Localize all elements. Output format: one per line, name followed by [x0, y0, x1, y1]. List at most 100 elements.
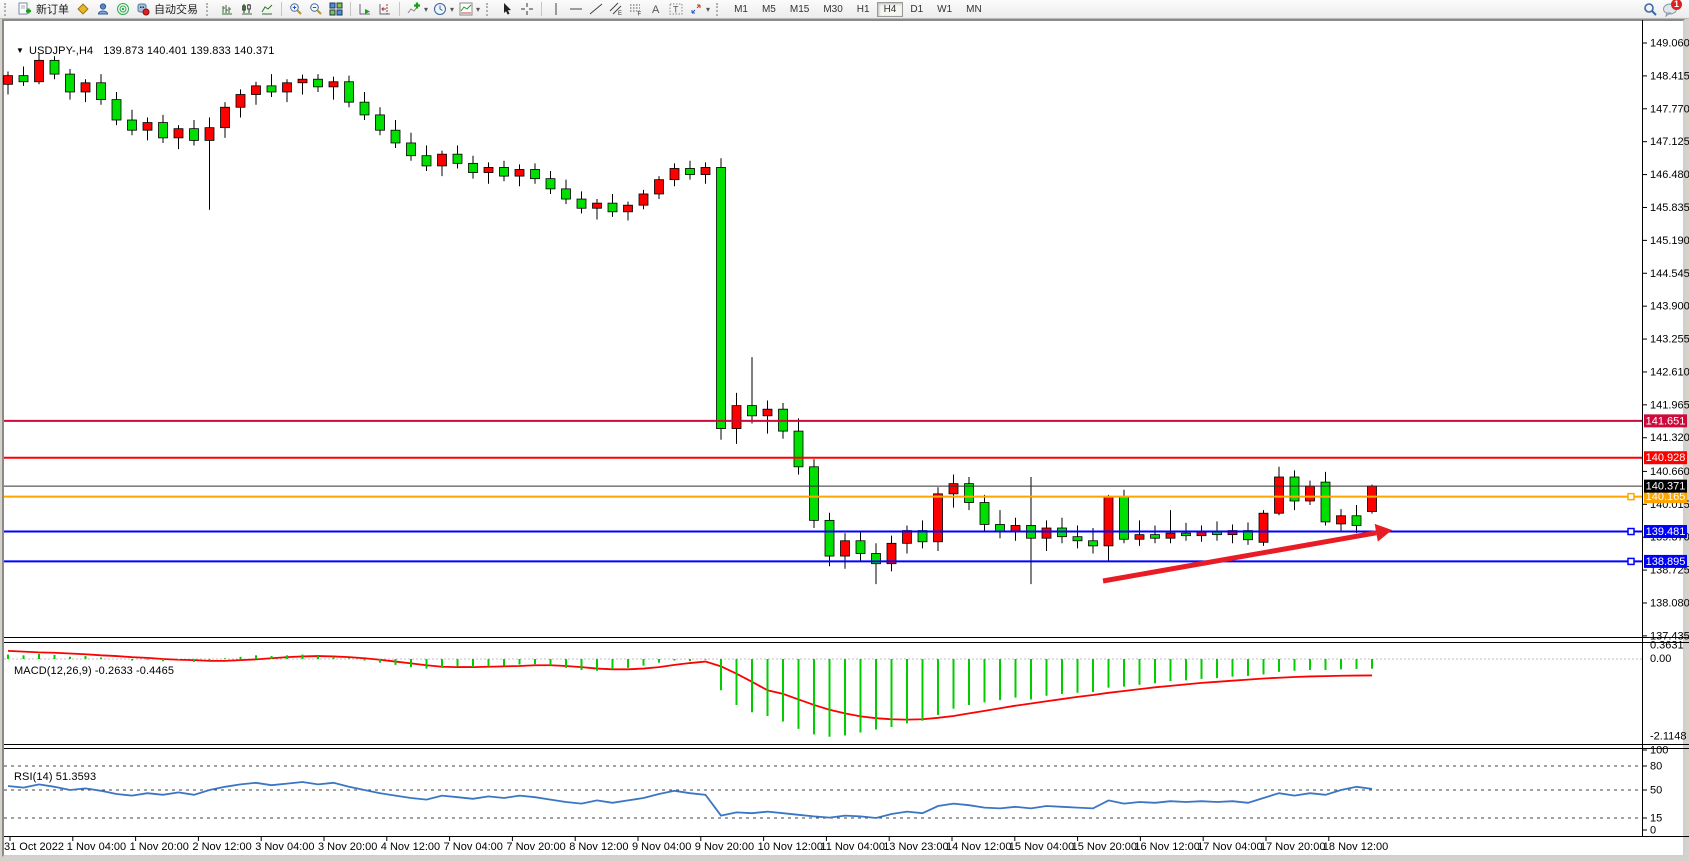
- notifications-icon[interactable]: 1: [1661, 0, 1682, 17]
- svg-text:7 Nov 20:00: 7 Nov 20:00: [506, 841, 565, 853]
- timeframe-button-M30[interactable]: M30: [823, 4, 843, 15]
- macd-histogram: [7, 653, 1373, 737]
- trendline-icon[interactable]: [587, 1, 605, 17]
- macd-pane: [4, 650, 1642, 721]
- svg-text:146.480: 146.480: [1650, 169, 1689, 181]
- arrows-dropdown-caret[interactable]: ▾: [706, 4, 711, 14]
- text-icon[interactable]: A: [647, 1, 665, 17]
- chart-shift-icon[interactable]: [376, 1, 394, 17]
- arrows-tool-icon[interactable]: [687, 1, 705, 17]
- toolbar-separator: [541, 2, 543, 16]
- timeframe-button-D1[interactable]: D1: [910, 4, 924, 15]
- svg-text:1 Nov 20:00: 1 Nov 20:00: [130, 841, 189, 853]
- periods-clock-icon[interactable]: [431, 1, 449, 17]
- candles: [3, 53, 1377, 585]
- hline-anchor[interactable]: [1627, 527, 1635, 536]
- time-axis: 31 Oct 2022 1 Nov 04:00 1 Nov 20:00 2 Nov 1…: [4, 836, 1388, 853]
- templates-dropdown-caret[interactable]: ▾: [476, 4, 481, 14]
- svg-text:31 Oct 2022: 31 Oct 2022: [4, 841, 64, 853]
- svg-text:17 Nov 04:00: 17 Nov 04:00: [1197, 841, 1262, 853]
- profile-icon[interactable]: [94, 1, 112, 17]
- bar-chart-type-icon[interactable]: [218, 1, 236, 17]
- new-order-icon[interactable]: [16, 1, 34, 17]
- price-badge-138.895: 138.895: [1646, 556, 1686, 568]
- indicators-icon[interactable]: [405, 1, 423, 17]
- crosshair-icon[interactable]: [518, 1, 536, 17]
- search-icon[interactable]: [1641, 1, 1659, 17]
- vertical-line-icon[interactable]: [547, 1, 565, 17]
- metaquotes-icon[interactable]: [74, 1, 92, 17]
- rsi-indicator-label: RSI(14) 51.3593: [14, 771, 97, 783]
- svg-text:147.125: 147.125: [1650, 136, 1689, 148]
- hline-anchor[interactable]: [1627, 492, 1635, 501]
- zoom-out-icon[interactable]: [307, 1, 325, 17]
- timeframe-button-M5[interactable]: M5: [761, 4, 776, 15]
- line-chart-type-icon[interactable]: [258, 1, 276, 17]
- svg-text:10 Nov 12:00: 10 Nov 12:00: [758, 841, 823, 853]
- svg-text:0.3631: 0.3631: [1650, 640, 1684, 652]
- svg-text:15: 15: [1650, 813, 1662, 825]
- signal-icon[interactable]: [114, 1, 132, 17]
- timeframe-button-H1[interactable]: H1: [856, 4, 870, 15]
- svg-text:4 Nov 12:00: 4 Nov 12:00: [381, 841, 440, 853]
- svg-text:140.660: 140.660: [1650, 466, 1689, 478]
- price-badge-140.371: 140.371: [1646, 481, 1686, 493]
- notification-count-badge: 1: [1671, 0, 1682, 10]
- svg-text:18 Nov 12:00: 18 Nov 12:00: [1323, 841, 1388, 853]
- auto-scroll-icon[interactable]: [356, 1, 374, 17]
- rsi-line: [7, 781, 1373, 819]
- new-order-label[interactable]: 新订单: [36, 4, 69, 16]
- indicators-dropdown-caret[interactable]: ▾: [424, 4, 429, 14]
- svg-text:3 Nov 20:00: 3 Nov 20:00: [318, 841, 377, 853]
- rsi-pane: [4, 765, 1642, 819]
- collapse-triangle-icon[interactable]: ▼: [16, 46, 25, 55]
- toolbar-right-group: 1: [1640, 0, 1685, 18]
- candlestick-chart-type-icon[interactable]: [238, 1, 256, 17]
- price-badges: 141.651 140.928 140.165 139.481 138.895 140.3…: [1644, 414, 1687, 568]
- templates-icon[interactable]: [457, 1, 475, 17]
- timeframe-button-M1[interactable]: M1: [734, 4, 748, 15]
- equidistant-channel-icon[interactable]: E: [607, 1, 625, 17]
- toolbar-grip: [4, 2, 11, 16]
- hline-anchor[interactable]: [1627, 557, 1635, 566]
- fibonacci-icon[interactable]: F: [627, 1, 645, 17]
- timeframe-button-H4[interactable]: H4: [876, 2, 904, 17]
- chart-window[interactable]: ▼ USDJPY-,H4 139.873 140.401 139.833 140.3…: [2, 19, 1685, 857]
- horizontal-line-objects[interactable]: [4, 419, 1642, 566]
- tile-windows-icon[interactable]: [327, 1, 345, 17]
- toolbar-separator: [350, 2, 351, 16]
- symbol-period: USDJPY-,H4: [29, 45, 94, 57]
- svg-text:0.00: 0.00: [1650, 653, 1671, 665]
- autotrade-icon[interactable]: [134, 1, 152, 17]
- timeframe-button-W1[interactable]: W1: [937, 4, 953, 15]
- timeframe-button-MN[interactable]: MN: [966, 4, 982, 15]
- price-badge-140.165: 140.165: [1646, 491, 1686, 503]
- horizontal-line-icon[interactable]: [567, 1, 585, 17]
- svg-text:138.080: 138.080: [1650, 597, 1689, 609]
- macd-indicator-label: MACD(12,26,9) -0.2633 -0.4465: [14, 665, 175, 677]
- svg-text:11 Nov 04:00: 11 Nov 04:00: [820, 841, 885, 853]
- trend-arrow-object[interactable]: [1102, 523, 1392, 584]
- svg-text:145.835: 145.835: [1650, 202, 1689, 214]
- svg-text:144.545: 144.545: [1650, 268, 1689, 280]
- svg-text:-2.1148: -2.1148: [1650, 731, 1687, 743]
- svg-text:9 Nov 20:00: 9 Nov 20:00: [695, 841, 754, 853]
- svg-text:A: A: [652, 4, 660, 16]
- cursor-icon[interactable]: [498, 1, 516, 17]
- text-label-icon[interactable]: T: [667, 1, 685, 17]
- price-axis: 149.060 148.415 147.770 147.125 146.480 145.8…: [1642, 38, 1689, 642]
- zoom-in-icon[interactable]: [287, 1, 305, 17]
- svg-text:F: F: [638, 12, 642, 17]
- toolbar-separator: [399, 2, 400, 16]
- macd-signal-line: [7, 650, 1373, 721]
- pane-borders: [4, 20, 1689, 837]
- svg-text:0: 0: [1650, 825, 1656, 837]
- timeframe-button-M15[interactable]: M15: [789, 4, 810, 15]
- periods-dropdown-caret[interactable]: ▾: [450, 4, 455, 14]
- autotrade-label[interactable]: 自动交易: [154, 4, 198, 16]
- svg-text:50: 50: [1650, 785, 1662, 797]
- price-badge-139.481: 139.481: [1646, 526, 1686, 538]
- svg-text:100: 100: [1650, 745, 1668, 757]
